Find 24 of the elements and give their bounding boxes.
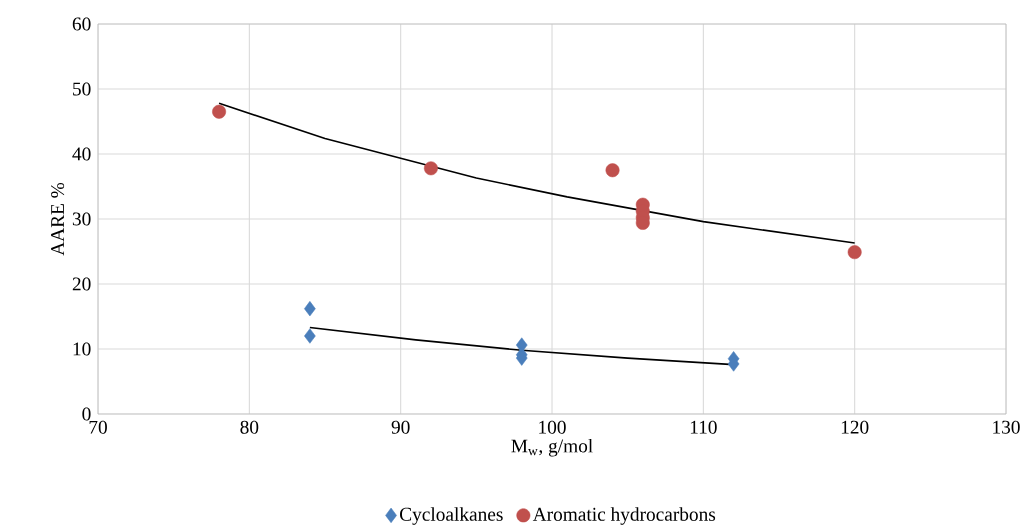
x-tick-label: 130 bbox=[993, 420, 1020, 434]
point bbox=[304, 328, 316, 344]
y-tick-label: 20 bbox=[72, 277, 91, 291]
point bbox=[424, 161, 438, 176]
y-tick-label: 40 bbox=[72, 147, 91, 161]
point bbox=[212, 104, 227, 119]
x-tick-label: 110 bbox=[690, 420, 717, 434]
y-tick-label: 50 bbox=[73, 82, 91, 96]
legend-label: Cycloalkanes bbox=[400, 507, 503, 525]
x-tick-label: 70 bbox=[89, 420, 107, 434]
y-axis-title: AARE % bbox=[51, 182, 65, 256]
point bbox=[605, 163, 620, 178]
x-tick-label: 100 bbox=[539, 420, 566, 434]
x-tick-label: 80 bbox=[240, 420, 259, 434]
y-tick-label: 60 bbox=[72, 17, 91, 31]
legend-label: Aromatic hydrocarbons bbox=[532, 507, 716, 525]
y-tick-label: 10 bbox=[73, 342, 91, 356]
point bbox=[847, 245, 862, 260]
y-tick-label: 0 bbox=[82, 407, 91, 421]
y-tick-label: 30 bbox=[72, 212, 91, 226]
x-axis-title: M$_{w}$, g/mol bbox=[511, 438, 593, 457]
x-tick-label: 120 bbox=[841, 420, 869, 434]
x-tick-label: 90 bbox=[391, 420, 410, 434]
point bbox=[304, 301, 316, 317]
